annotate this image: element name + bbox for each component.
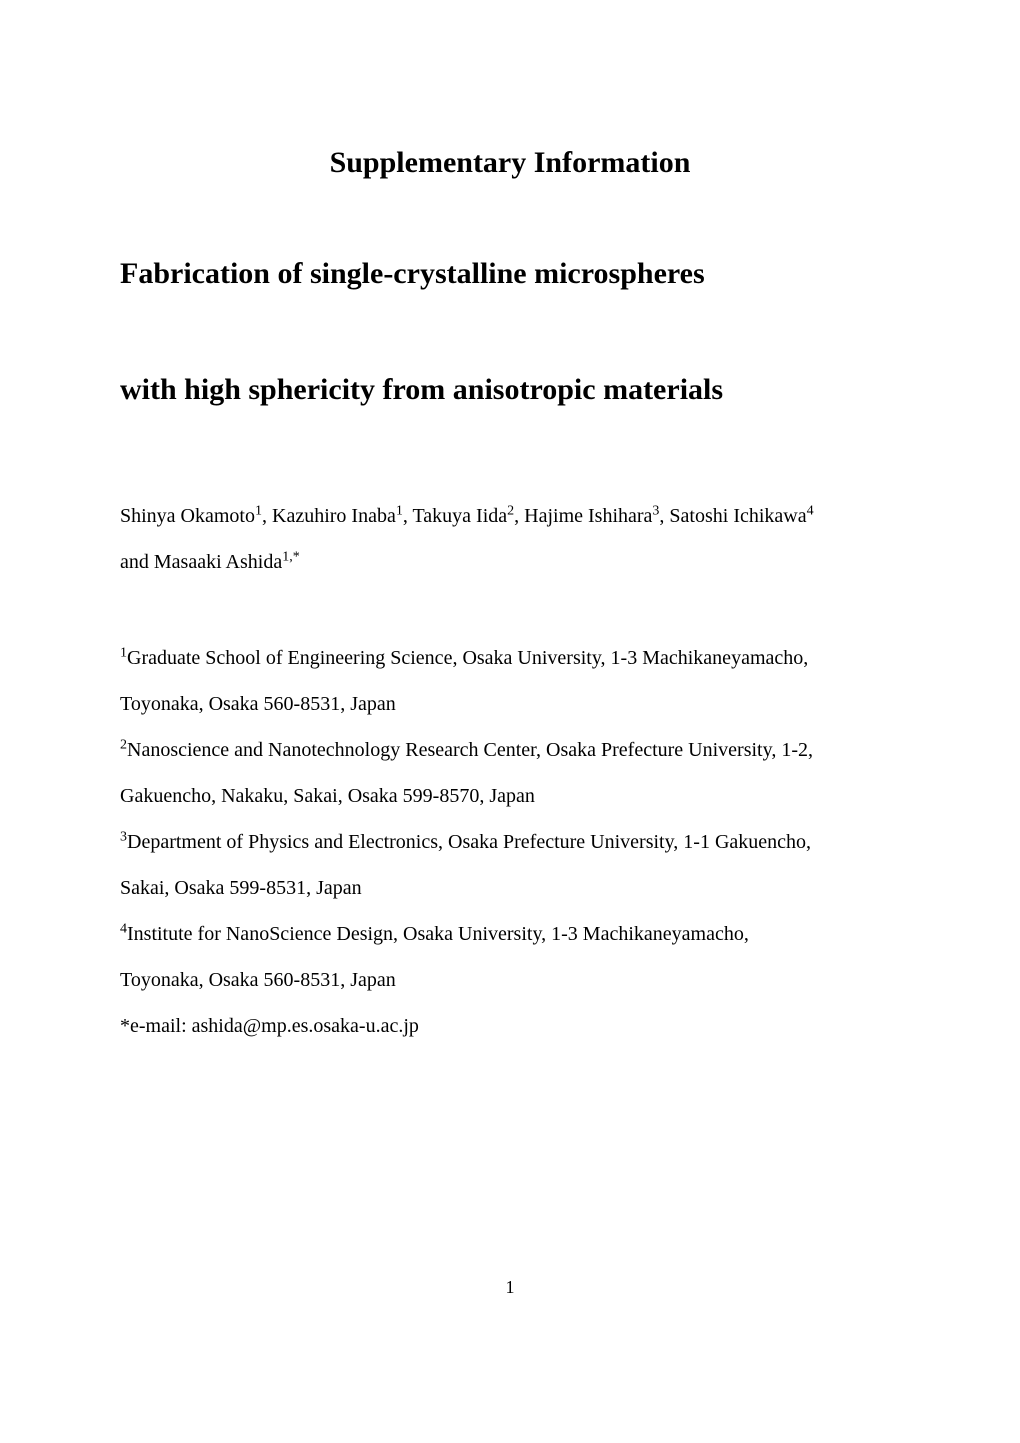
paper-title-line-1: Fabrication of single-crystalline micros… [120,241,900,307]
author-ashida-sup: 1,* [282,549,300,564]
author-inaba: Kazuhiro Inaba [272,505,396,527]
author-iida: Takuya Iida [412,505,507,527]
author-okamoto-sup: 1 [255,503,262,518]
affiliation-1-cont: Toyonaka, Osaka 560-8531, Japan [120,693,396,715]
affiliation-4-sup: 4 [120,921,127,936]
author-ashida: Masaaki Ashida [154,551,282,573]
affiliation-1-text: Graduate School of Engineering Science, … [127,647,808,669]
supplementary-heading: Supplementary Information [120,130,900,196]
affiliation-2-text: Nanoscience and Nanotechnology Research … [127,739,813,761]
author-and-prefix: and [120,551,154,573]
author-iida-sup: 2 [507,503,514,518]
page-wrapper: Supplementary Information Fabrication of… [120,130,900,1363]
author-ichikawa: Satoshi Ichikawa [669,505,806,527]
affiliation-2: 2Nanoscience and Nanotechnology Research… [120,727,900,819]
affiliation-4-cont: Toyonaka, Osaka 560-8531, Japan [120,969,396,991]
affiliation-2-cont: Gakuencho, Nakaku, Sakai, Osaka 599-8570… [120,785,535,807]
affiliation-2-sup: 2 [120,737,127,752]
author-okamoto: Shinya Okamoto [120,505,255,527]
author-ishihara: Hajime Ishihara [524,505,652,527]
corresponding-email: *e-mail: ashida@mp.es.osaka-u.ac.jp [120,1003,900,1049]
paper-title-line-2: with high sphericity from anisotropic ma… [120,357,900,423]
affiliation-3-cont: Sakai, Osaka 599-8531, Japan [120,877,362,899]
affiliation-3: 3Department of Physics and Electronics, … [120,819,900,911]
affiliation-3-text: Department of Physics and Electronics, O… [127,831,811,853]
affiliation-1-sup: 1 [120,645,127,660]
authors-block: Shinya Okamoto1, Kazuhiro Inaba1, Takuya… [120,493,900,585]
affiliation-4-text: Institute for NanoScience Design, Osaka … [127,923,749,945]
author-ishihara-sup: 3 [652,503,659,518]
affiliation-3-sup: 3 [120,829,127,844]
affiliation-1: 1Graduate School of Engineering Science,… [120,635,900,727]
author-ichikawa-sup: 4 [807,503,814,518]
affiliation-4: 4Institute for NanoScience Design, Osaka… [120,911,900,1003]
page-number: 1 [120,1268,900,1308]
author-inaba-sup: 1 [396,503,403,518]
